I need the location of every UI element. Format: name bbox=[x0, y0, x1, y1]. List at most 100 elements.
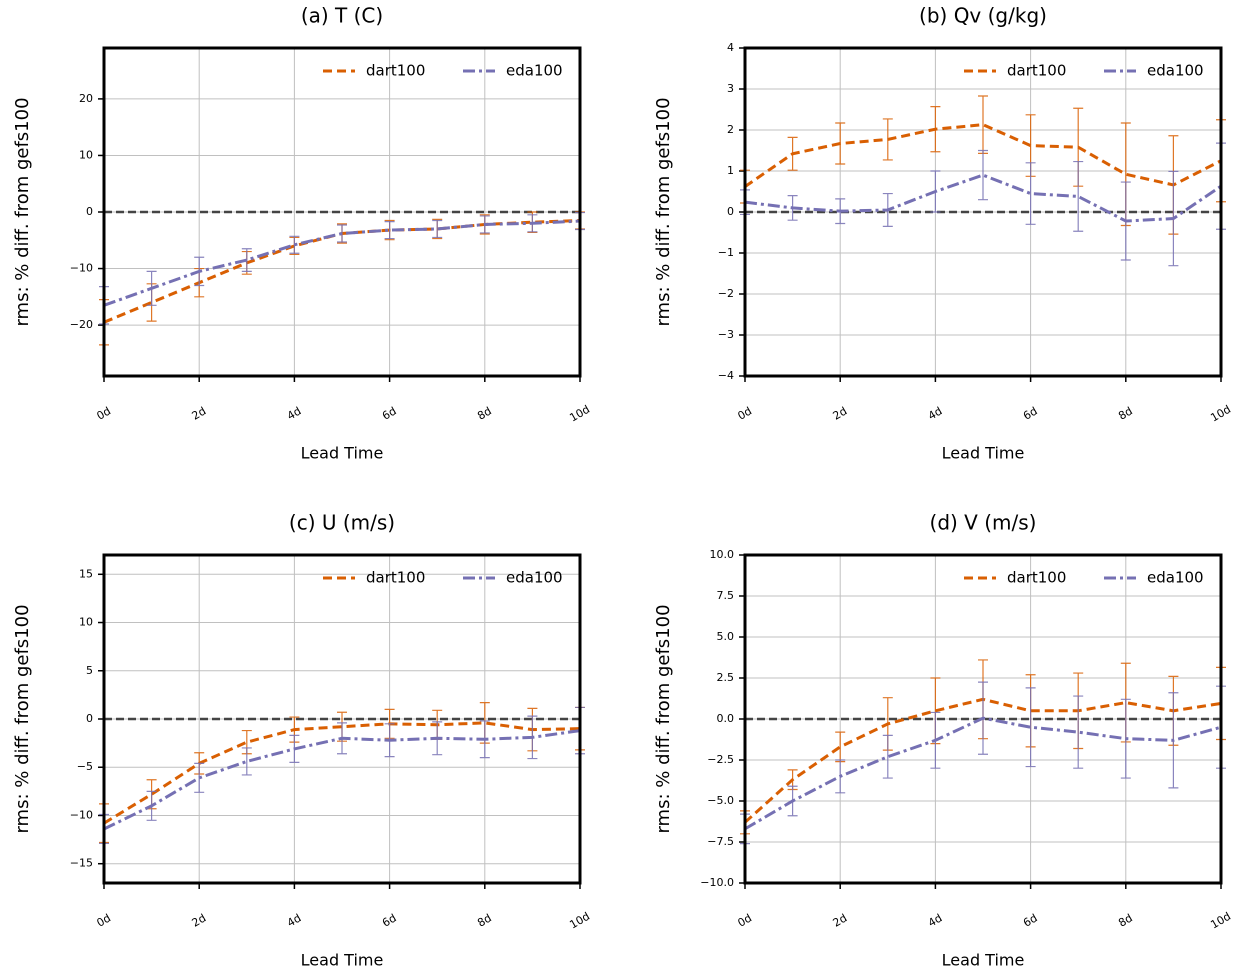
y-tick-label: −5.0 bbox=[707, 794, 734, 807]
x-tick-label: 0d bbox=[94, 911, 113, 929]
subplot: (b) Qv (g/kg) Lead Time rms: % diff. from … bbox=[653, 4, 1233, 463]
legend-label: eda100 bbox=[506, 569, 563, 587]
y-tick-label: −20 bbox=[70, 318, 93, 331]
x-tick-label: 8d bbox=[475, 911, 494, 929]
x-tick-label: 2d bbox=[190, 911, 209, 929]
y-tick-label: 5 bbox=[86, 664, 93, 677]
x-tick-label: 6d bbox=[380, 911, 399, 929]
y-tick-label: −15 bbox=[70, 857, 93, 870]
error-bar bbox=[1025, 687, 1036, 768]
y-tick-label: 7.5 bbox=[717, 589, 735, 602]
legend-label: dart100 bbox=[1007, 62, 1066, 80]
x-axis-label: Lead Time bbox=[301, 444, 384, 463]
plot-frame bbox=[743, 46, 1223, 378]
legend-label: dart100 bbox=[366, 62, 425, 80]
series-line bbox=[744, 716, 1222, 831]
x-tick-label: 0d bbox=[735, 911, 754, 929]
y-axis-label: rms: % diff. from gefs100 bbox=[12, 97, 33, 326]
y-tick-label: 10 bbox=[79, 616, 93, 629]
x-tick-label: 4d bbox=[926, 911, 945, 929]
series-line bbox=[103, 721, 581, 825]
legend-label: eda100 bbox=[506, 62, 563, 80]
error-bar bbox=[432, 219, 443, 239]
x-tick-label: 6d bbox=[1021, 911, 1040, 929]
legend-label: dart100 bbox=[1007, 569, 1066, 587]
error-bar bbox=[384, 221, 395, 240]
y-tick-label: 5.0 bbox=[717, 630, 735, 643]
y-tick-label: −7.5 bbox=[707, 835, 734, 848]
x-tick-label: 2d bbox=[831, 911, 850, 929]
plot-frame bbox=[743, 553, 1223, 885]
x-tick-label: 10d bbox=[567, 403, 592, 425]
legend-label: eda100 bbox=[1147, 62, 1204, 80]
y-tick-label: 3 bbox=[727, 82, 734, 95]
subplot-title: (a) T (C) bbox=[301, 4, 383, 28]
x-tick-label: 8d bbox=[1116, 404, 1135, 422]
error-bar bbox=[978, 149, 988, 201]
subplot: (c) U (m/s) Lead Time rms: % diff. from ge… bbox=[12, 511, 592, 970]
error-bar bbox=[882, 734, 893, 779]
x-axis-label: Lead Time bbox=[942, 951, 1025, 970]
subplot-title: (c) U (m/s) bbox=[289, 511, 395, 535]
x-tick-label: 6d bbox=[1021, 404, 1040, 422]
error-bar bbox=[1073, 160, 1084, 232]
x-axis-label: Lead Time bbox=[301, 951, 384, 970]
y-tick-label: 2 bbox=[727, 123, 734, 136]
subplot: (d) V (m/s) Lead Time rms: % diff. from ge… bbox=[653, 511, 1233, 970]
legend-label: dart100 bbox=[366, 569, 425, 587]
y-tick-label: 20 bbox=[79, 92, 93, 105]
series-line bbox=[103, 219, 581, 307]
subplot: (a) T (C) Lead Time rms: % diff. from gefs… bbox=[12, 4, 592, 463]
x-tick-label: 10d bbox=[1208, 403, 1233, 425]
y-tick-label: 15 bbox=[79, 567, 93, 580]
y-tick-label: 10.0 bbox=[710, 548, 735, 561]
y-tick-label: −10 bbox=[70, 808, 93, 821]
y-tick-label: 0.0 bbox=[717, 712, 735, 725]
subplot-title: (d) V (m/s) bbox=[930, 511, 1037, 535]
y-tick-label: −2 bbox=[718, 287, 734, 300]
plot-frame bbox=[102, 46, 582, 378]
y-tick-label: 0 bbox=[727, 205, 734, 218]
x-tick-label: 8d bbox=[475, 404, 494, 422]
x-tick-label: 6d bbox=[380, 404, 399, 422]
x-tick-label: 4d bbox=[285, 911, 304, 929]
y-tick-label: 2.5 bbox=[717, 671, 735, 684]
y-tick-label: 0 bbox=[86, 205, 93, 218]
y-tick-label: −10 bbox=[70, 262, 93, 275]
x-tick-label: 4d bbox=[926, 404, 945, 422]
y-axis-label: rms: % diff. from gefs100 bbox=[12, 604, 33, 833]
x-tick-label: 2d bbox=[831, 404, 850, 422]
subplot-title: (b) Qv (g/kg) bbox=[919, 4, 1047, 28]
series-line bbox=[103, 729, 581, 831]
error-bar bbox=[1073, 695, 1084, 769]
x-tick-label: 0d bbox=[735, 404, 754, 422]
x-tick-label: 2d bbox=[190, 404, 209, 422]
plot-frame bbox=[102, 553, 582, 885]
y-tick-label: −10.0 bbox=[700, 876, 734, 889]
y-tick-label: −4 bbox=[718, 369, 734, 382]
x-tick-label: 0d bbox=[94, 404, 113, 422]
x-tick-label: 10d bbox=[567, 910, 592, 932]
error-bar bbox=[1025, 162, 1036, 225]
error-bar bbox=[289, 235, 300, 254]
y-tick-label: −1 bbox=[718, 246, 734, 259]
y-tick-label: 10 bbox=[79, 148, 93, 161]
error-bar bbox=[835, 731, 846, 763]
y-axis-label: rms: % diff. from gefs100 bbox=[653, 604, 674, 833]
x-tick-label: 8d bbox=[1116, 911, 1135, 929]
series-line bbox=[744, 123, 1222, 188]
y-tick-label: 0 bbox=[86, 712, 93, 725]
error-bar bbox=[241, 747, 252, 776]
x-axis-label: Lead Time bbox=[942, 444, 1025, 463]
y-tick-label: −2.5 bbox=[707, 753, 734, 766]
y-axis-label: rms: % diff. from gefs100 bbox=[653, 97, 674, 326]
series-line bbox=[744, 173, 1222, 223]
legend-label: eda100 bbox=[1147, 569, 1204, 587]
x-tick-label: 4d bbox=[285, 404, 304, 422]
y-tick-label: 4 bbox=[727, 41, 734, 54]
x-tick-label: 10d bbox=[1208, 910, 1233, 932]
y-tick-label: −5 bbox=[77, 760, 93, 773]
y-tick-label: 1 bbox=[727, 164, 734, 177]
